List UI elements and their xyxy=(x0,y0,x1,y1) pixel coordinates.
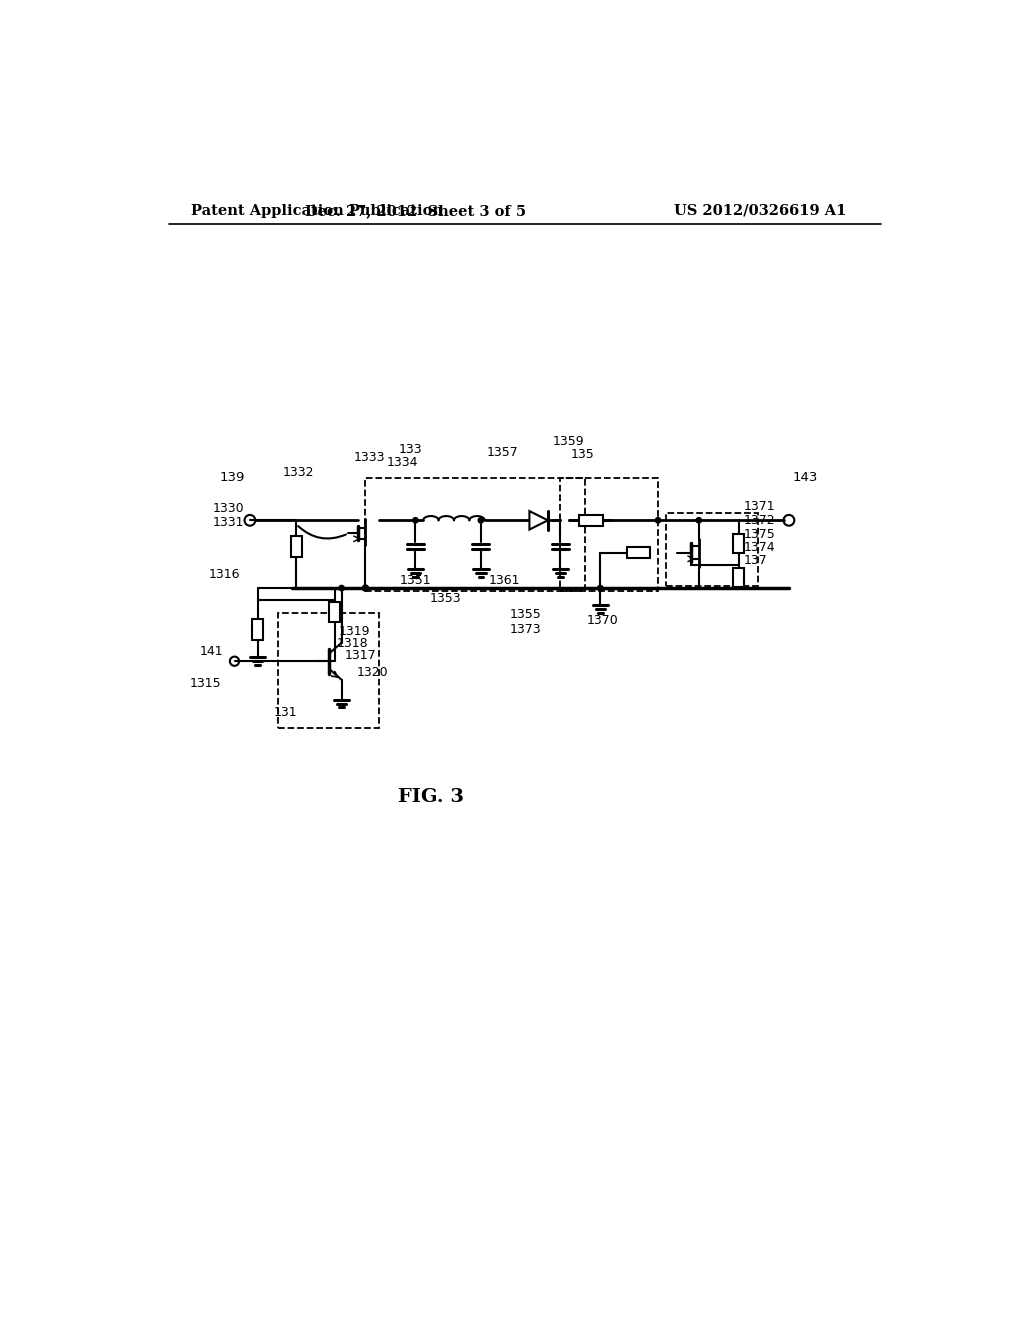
Text: Dec. 27, 2012  Sheet 3 of 5: Dec. 27, 2012 Sheet 3 of 5 xyxy=(305,203,526,218)
Text: 1371: 1371 xyxy=(743,500,775,513)
Text: 1334: 1334 xyxy=(386,455,418,469)
Bar xyxy=(252,619,263,640)
Circle shape xyxy=(655,517,660,523)
Bar xyxy=(366,478,585,591)
Text: 141: 141 xyxy=(200,644,223,657)
Bar xyxy=(579,515,603,525)
Bar xyxy=(291,536,301,557)
Text: 1316: 1316 xyxy=(209,568,240,581)
Text: 1373: 1373 xyxy=(509,623,541,636)
Text: 1330: 1330 xyxy=(213,502,245,515)
Circle shape xyxy=(339,585,344,591)
Text: 1332: 1332 xyxy=(283,466,313,479)
Text: 1375: 1375 xyxy=(743,528,775,541)
Circle shape xyxy=(696,517,701,523)
Text: Patent Application Publication: Patent Application Publication xyxy=(190,203,442,218)
Bar xyxy=(560,478,658,591)
Text: 1315: 1315 xyxy=(189,677,221,690)
Circle shape xyxy=(413,517,418,523)
Circle shape xyxy=(598,585,603,591)
Circle shape xyxy=(362,585,369,591)
Text: 1353: 1353 xyxy=(429,593,461,606)
Text: 133: 133 xyxy=(398,444,422,455)
Text: 1361: 1361 xyxy=(488,574,520,587)
Text: 1355: 1355 xyxy=(509,607,541,620)
Text: 1331: 1331 xyxy=(213,516,245,529)
Text: 1372: 1372 xyxy=(743,513,775,527)
Bar xyxy=(733,535,744,553)
Bar xyxy=(628,548,650,558)
Bar xyxy=(279,612,379,729)
Text: 1333: 1333 xyxy=(354,450,385,463)
Text: 135: 135 xyxy=(571,449,595,462)
Text: 137: 137 xyxy=(743,554,767,566)
Text: 1357: 1357 xyxy=(486,446,518,459)
Text: FIG. 3: FIG. 3 xyxy=(398,788,464,807)
Text: 1318: 1318 xyxy=(337,638,369,649)
Circle shape xyxy=(478,517,483,523)
Text: 1359: 1359 xyxy=(553,436,584,449)
Text: 1319: 1319 xyxy=(339,626,370,639)
Text: 1370: 1370 xyxy=(587,614,618,627)
Polygon shape xyxy=(529,511,548,529)
Text: US 2012/0326619 A1: US 2012/0326619 A1 xyxy=(674,203,847,218)
Text: 143: 143 xyxy=(793,471,818,484)
Text: 1374: 1374 xyxy=(743,541,775,554)
Text: 131: 131 xyxy=(273,706,297,719)
Bar xyxy=(733,568,744,586)
Text: 1351: 1351 xyxy=(400,574,432,587)
Text: 1320: 1320 xyxy=(357,667,388,680)
Bar xyxy=(666,512,758,586)
Text: 139: 139 xyxy=(219,471,245,484)
Bar xyxy=(330,602,340,622)
Text: 1317: 1317 xyxy=(345,648,376,661)
